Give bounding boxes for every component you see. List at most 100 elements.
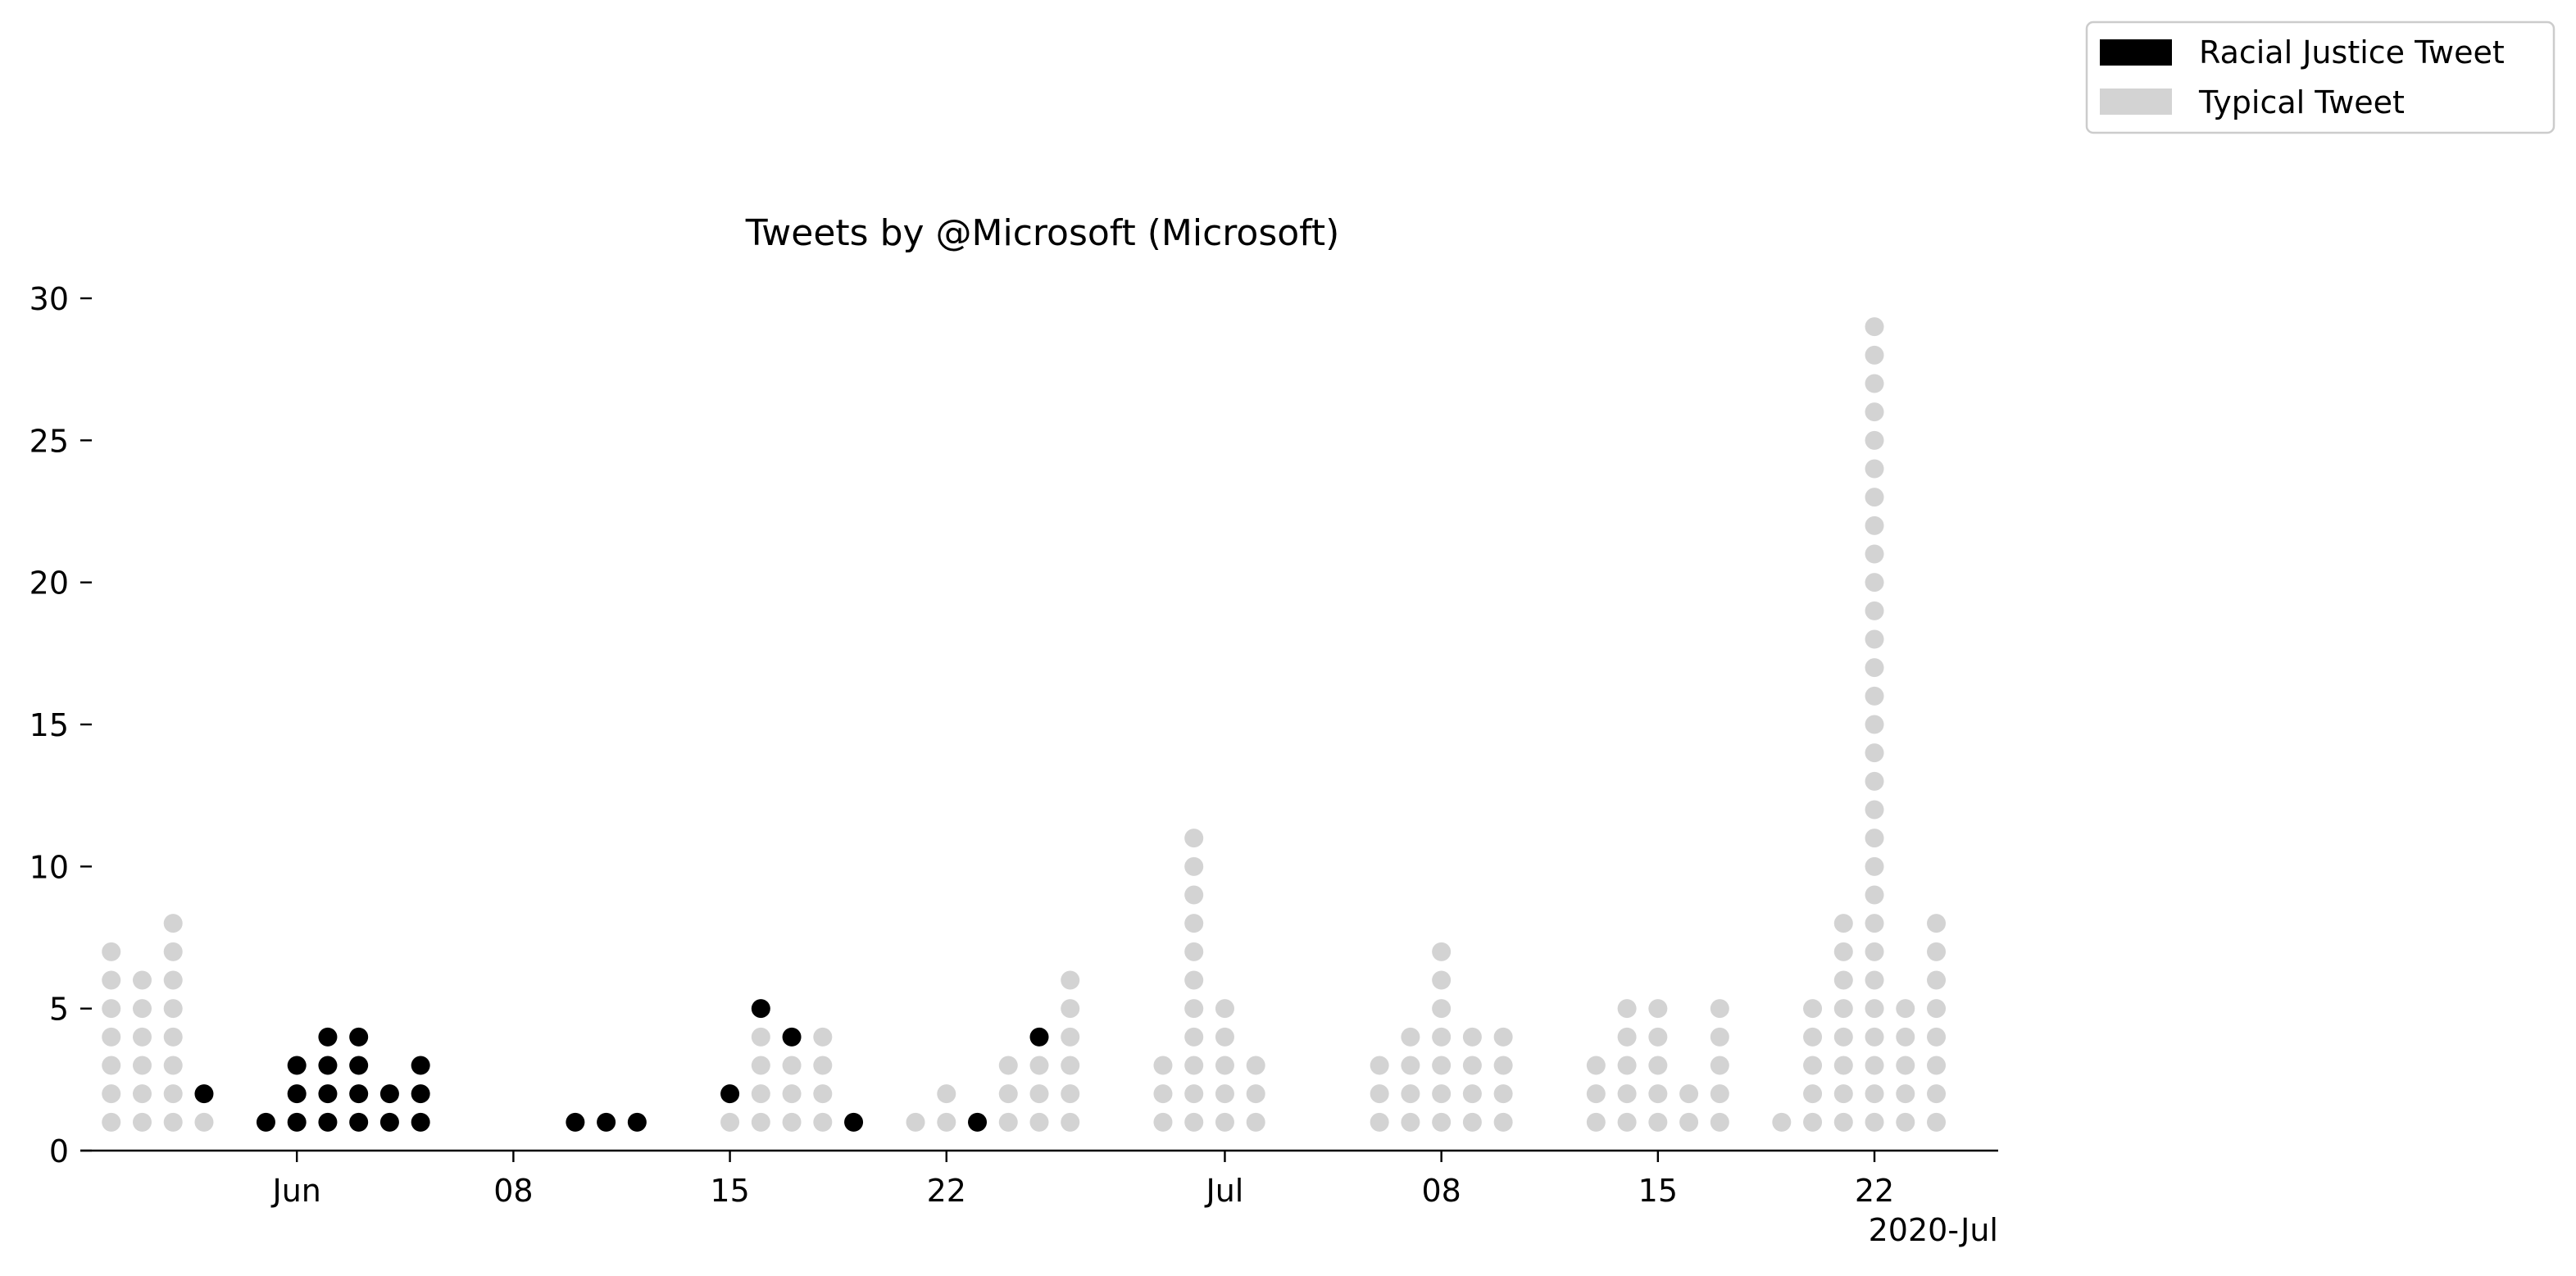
racial-justice-tweet-dot bbox=[1029, 1027, 1049, 1047]
racial-justice-tweet-dot bbox=[968, 1112, 988, 1132]
typical-tweet-dot bbox=[1493, 1027, 1513, 1047]
typical-tweet-dot bbox=[1246, 1112, 1265, 1132]
typical-tweet-dot bbox=[1803, 999, 1823, 1019]
typical-tweet-dot bbox=[1803, 1084, 1823, 1104]
typical-tweet-dot bbox=[1833, 1112, 1853, 1132]
typical-tweet-dot bbox=[1246, 1084, 1265, 1104]
typical-tweet-dot bbox=[1617, 1084, 1637, 1104]
typical-tweet-dot bbox=[1370, 1084, 1389, 1104]
racial-justice-tweet-dots bbox=[194, 999, 1049, 1132]
x-tick-label: 15 bbox=[1638, 1173, 1678, 1209]
typical-tweet-dot bbox=[132, 1084, 152, 1104]
typical-tweet-dot bbox=[1772, 1112, 1792, 1132]
typical-tweet-dot bbox=[1061, 1112, 1080, 1132]
typical-tweet-dot bbox=[937, 1084, 956, 1104]
typical-tweet-dot bbox=[1833, 1056, 1853, 1075]
typical-tweet-dot bbox=[163, 1027, 183, 1047]
typical-tweet-dot bbox=[782, 1112, 802, 1132]
y-tick-label: 30 bbox=[30, 281, 69, 317]
typical-tweet-dot bbox=[1927, 914, 1947, 933]
typical-tweet-dot bbox=[1865, 914, 1884, 933]
typical-tweet-dot bbox=[163, 970, 183, 990]
racial-justice-tweet-dot bbox=[318, 1112, 338, 1132]
typical-tweet-dot bbox=[102, 970, 121, 990]
x-tick-label: Jul bbox=[1205, 1173, 1244, 1209]
typical-tweet-dot bbox=[1927, 970, 1947, 990]
typical-tweet-dot bbox=[102, 942, 121, 961]
typical-tweet-dot bbox=[1401, 1084, 1420, 1104]
typical-tweet-dot bbox=[1401, 1112, 1420, 1132]
typical-tweet-dot bbox=[1184, 1027, 1204, 1047]
typical-tweet-dot bbox=[1493, 1084, 1513, 1104]
racial-justice-tweet-dot bbox=[256, 1112, 275, 1132]
typical-tweet-dot bbox=[132, 1112, 152, 1132]
typical-tweet-dot bbox=[1927, 1056, 1947, 1075]
racial-justice-tweet-dot bbox=[287, 1112, 307, 1132]
racial-justice-tweet-dot bbox=[287, 1056, 307, 1075]
typical-tweet-dot bbox=[782, 1056, 802, 1075]
x-tick-label: 15 bbox=[710, 1173, 749, 1209]
typical-tweet-dot bbox=[1865, 515, 1884, 535]
typical-tweet-dot bbox=[1586, 1112, 1606, 1132]
typical-tweet-dot bbox=[1432, 999, 1452, 1019]
x-axis-offset-label: 2020-Jul bbox=[1869, 1212, 1998, 1248]
typical-tweet-dot bbox=[1865, 771, 1884, 791]
x-axis: Jun 08 15 22 Jul 08 15 22 bbox=[80, 1149, 1998, 1209]
typical-tweet-dot bbox=[751, 1112, 770, 1132]
typical-tweet-dot bbox=[1833, 942, 1853, 961]
typical-tweet-dot bbox=[751, 1027, 770, 1047]
typical-tweet-dot bbox=[1648, 1056, 1668, 1075]
typical-tweet-dot bbox=[1865, 629, 1884, 649]
typical-tweet-dot bbox=[1153, 1112, 1173, 1132]
typical-tweet-dot bbox=[1370, 1112, 1389, 1132]
typical-tweet-dot bbox=[1215, 1027, 1234, 1047]
typical-tweet-dot bbox=[1865, 573, 1884, 593]
typical-tweet-dot bbox=[1865, 1056, 1884, 1075]
typical-tweet-dot bbox=[1896, 1084, 1915, 1104]
typical-tweet-dot bbox=[1865, 402, 1884, 422]
typical-tweet-dot bbox=[1184, 1084, 1204, 1104]
typical-tweet-dot bbox=[1710, 1112, 1729, 1132]
x-tick-label: 08 bbox=[1421, 1173, 1461, 1209]
typical-tweet-dot bbox=[1710, 1056, 1729, 1075]
typical-tweet-dot bbox=[1865, 544, 1884, 564]
racial-justice-tweet-dot bbox=[318, 1084, 338, 1104]
typical-tweet-dot bbox=[102, 1112, 121, 1132]
typical-tweet-dot bbox=[813, 1084, 833, 1104]
typical-tweet-dot bbox=[132, 1027, 152, 1047]
typical-tweet-dot bbox=[1184, 1112, 1204, 1132]
typical-tweet-dot bbox=[813, 1027, 833, 1047]
typical-tweet-dot bbox=[1246, 1056, 1265, 1075]
typical-tweet-dot bbox=[102, 1027, 121, 1047]
typical-tweet-dot bbox=[102, 999, 121, 1019]
racial-justice-tweet-dot bbox=[411, 1084, 430, 1104]
typical-tweet-dot bbox=[1865, 686, 1884, 706]
y-tick-label: 25 bbox=[30, 423, 69, 459]
typical-tweet-dot bbox=[132, 970, 152, 990]
legend: Racial Justice Tweet Typical Tweet bbox=[2085, 20, 2556, 134]
typical-tweet-dot bbox=[1865, 999, 1884, 1019]
typical-tweet-dot bbox=[1803, 1112, 1823, 1132]
typical-tweet-dot bbox=[1617, 1027, 1637, 1047]
legend-swatch-racial-justice bbox=[2100, 39, 2172, 66]
typical-tweet-dot bbox=[1184, 942, 1204, 961]
typical-tweet-dot bbox=[1865, 658, 1884, 678]
typical-tweet-dot bbox=[720, 1112, 740, 1132]
typical-tweet-dot bbox=[1679, 1084, 1699, 1104]
typical-tweet-dot bbox=[1462, 1084, 1482, 1104]
legend-swatch-typical bbox=[2100, 89, 2172, 115]
typical-tweet-dot bbox=[1865, 374, 1884, 393]
typical-tweet-dot bbox=[1896, 1056, 1915, 1075]
typical-tweet-dot bbox=[937, 1112, 956, 1132]
typical-tweet-dot bbox=[1493, 1056, 1513, 1075]
typical-tweet-dot bbox=[1432, 970, 1452, 990]
racial-justice-tweet-dot bbox=[194, 1084, 214, 1104]
typical-tweet-dot bbox=[1617, 1056, 1637, 1075]
typical-tweet-dot bbox=[1833, 970, 1853, 990]
typical-tweet-dot bbox=[1061, 1084, 1080, 1104]
typical-tweet-dot bbox=[751, 1084, 770, 1104]
x-tick-label: Jun bbox=[271, 1173, 321, 1209]
typical-tweet-dot bbox=[102, 1084, 121, 1104]
typical-tweet-dot bbox=[1710, 1084, 1729, 1104]
typical-tweet-dot bbox=[163, 1056, 183, 1075]
